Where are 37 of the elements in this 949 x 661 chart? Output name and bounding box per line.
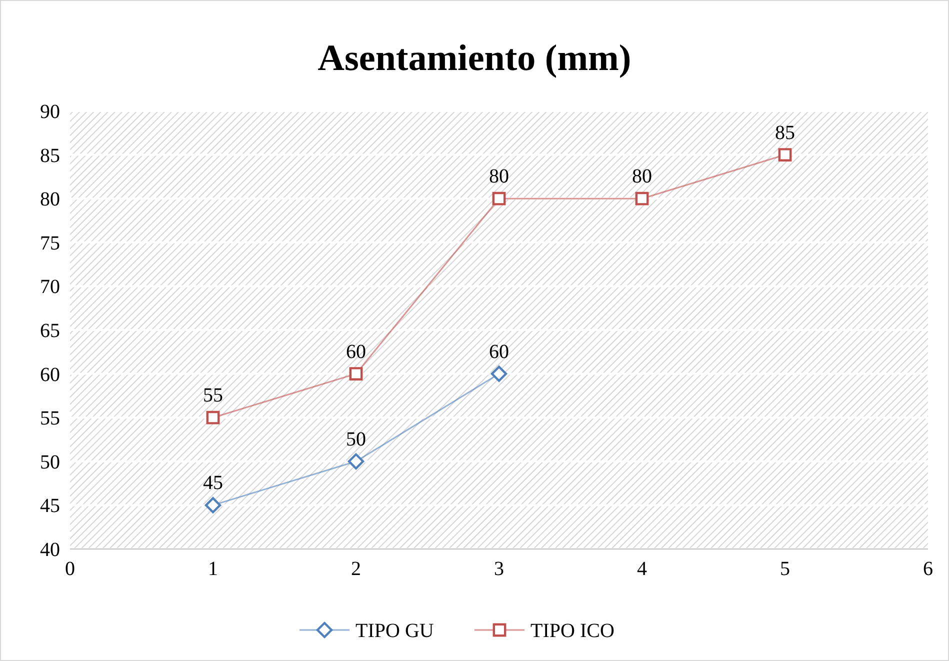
y-tick-label: 60 <box>40 364 60 386</box>
legend-label: TIPO ICO <box>530 620 614 642</box>
x-tick-label: 6 <box>923 558 933 580</box>
x-tick-label: 5 <box>780 558 790 580</box>
point <box>778 148 792 162</box>
chart-title: Asentamiento (mm) <box>318 38 632 79</box>
y-tick-label: 40 <box>40 539 60 561</box>
data-label: 60 <box>346 340 366 363</box>
data-label: 80 <box>489 166 509 188</box>
y-tick-label: 90 <box>40 101 60 123</box>
y-tick-label: 75 <box>40 232 60 254</box>
data-label: 60 <box>489 340 509 363</box>
data-label: 85 <box>775 122 795 144</box>
data-label: 45 <box>203 472 223 494</box>
y-tick-label: 55 <box>40 408 60 430</box>
y-tick-label: 80 <box>40 188 60 211</box>
point <box>206 410 220 424</box>
x-tick-label: 2 <box>351 558 361 580</box>
y-tick-label: 45 <box>40 495 60 518</box>
point <box>635 192 649 206</box>
y-tick-label: 50 <box>40 451 60 474</box>
y-tick-label: 85 <box>40 144 60 167</box>
y-tick-label: 65 <box>40 320 60 342</box>
x-tick-label: 1 <box>208 558 218 580</box>
data-label: 50 <box>346 428 366 450</box>
point <box>349 367 363 380</box>
y-tick-label: 70 <box>40 276 60 298</box>
point <box>348 453 364 470</box>
point <box>204 497 222 514</box>
x-tick-label: 4 <box>637 558 647 580</box>
x-tick-label: 0 <box>65 558 75 580</box>
legend-label: TIPO GU <box>356 620 434 642</box>
point <box>490 366 508 382</box>
point <box>492 192 506 206</box>
data-label: 55 <box>203 384 223 407</box>
data-label: 80 <box>632 166 652 188</box>
x-tick-label: 3 <box>494 558 504 580</box>
